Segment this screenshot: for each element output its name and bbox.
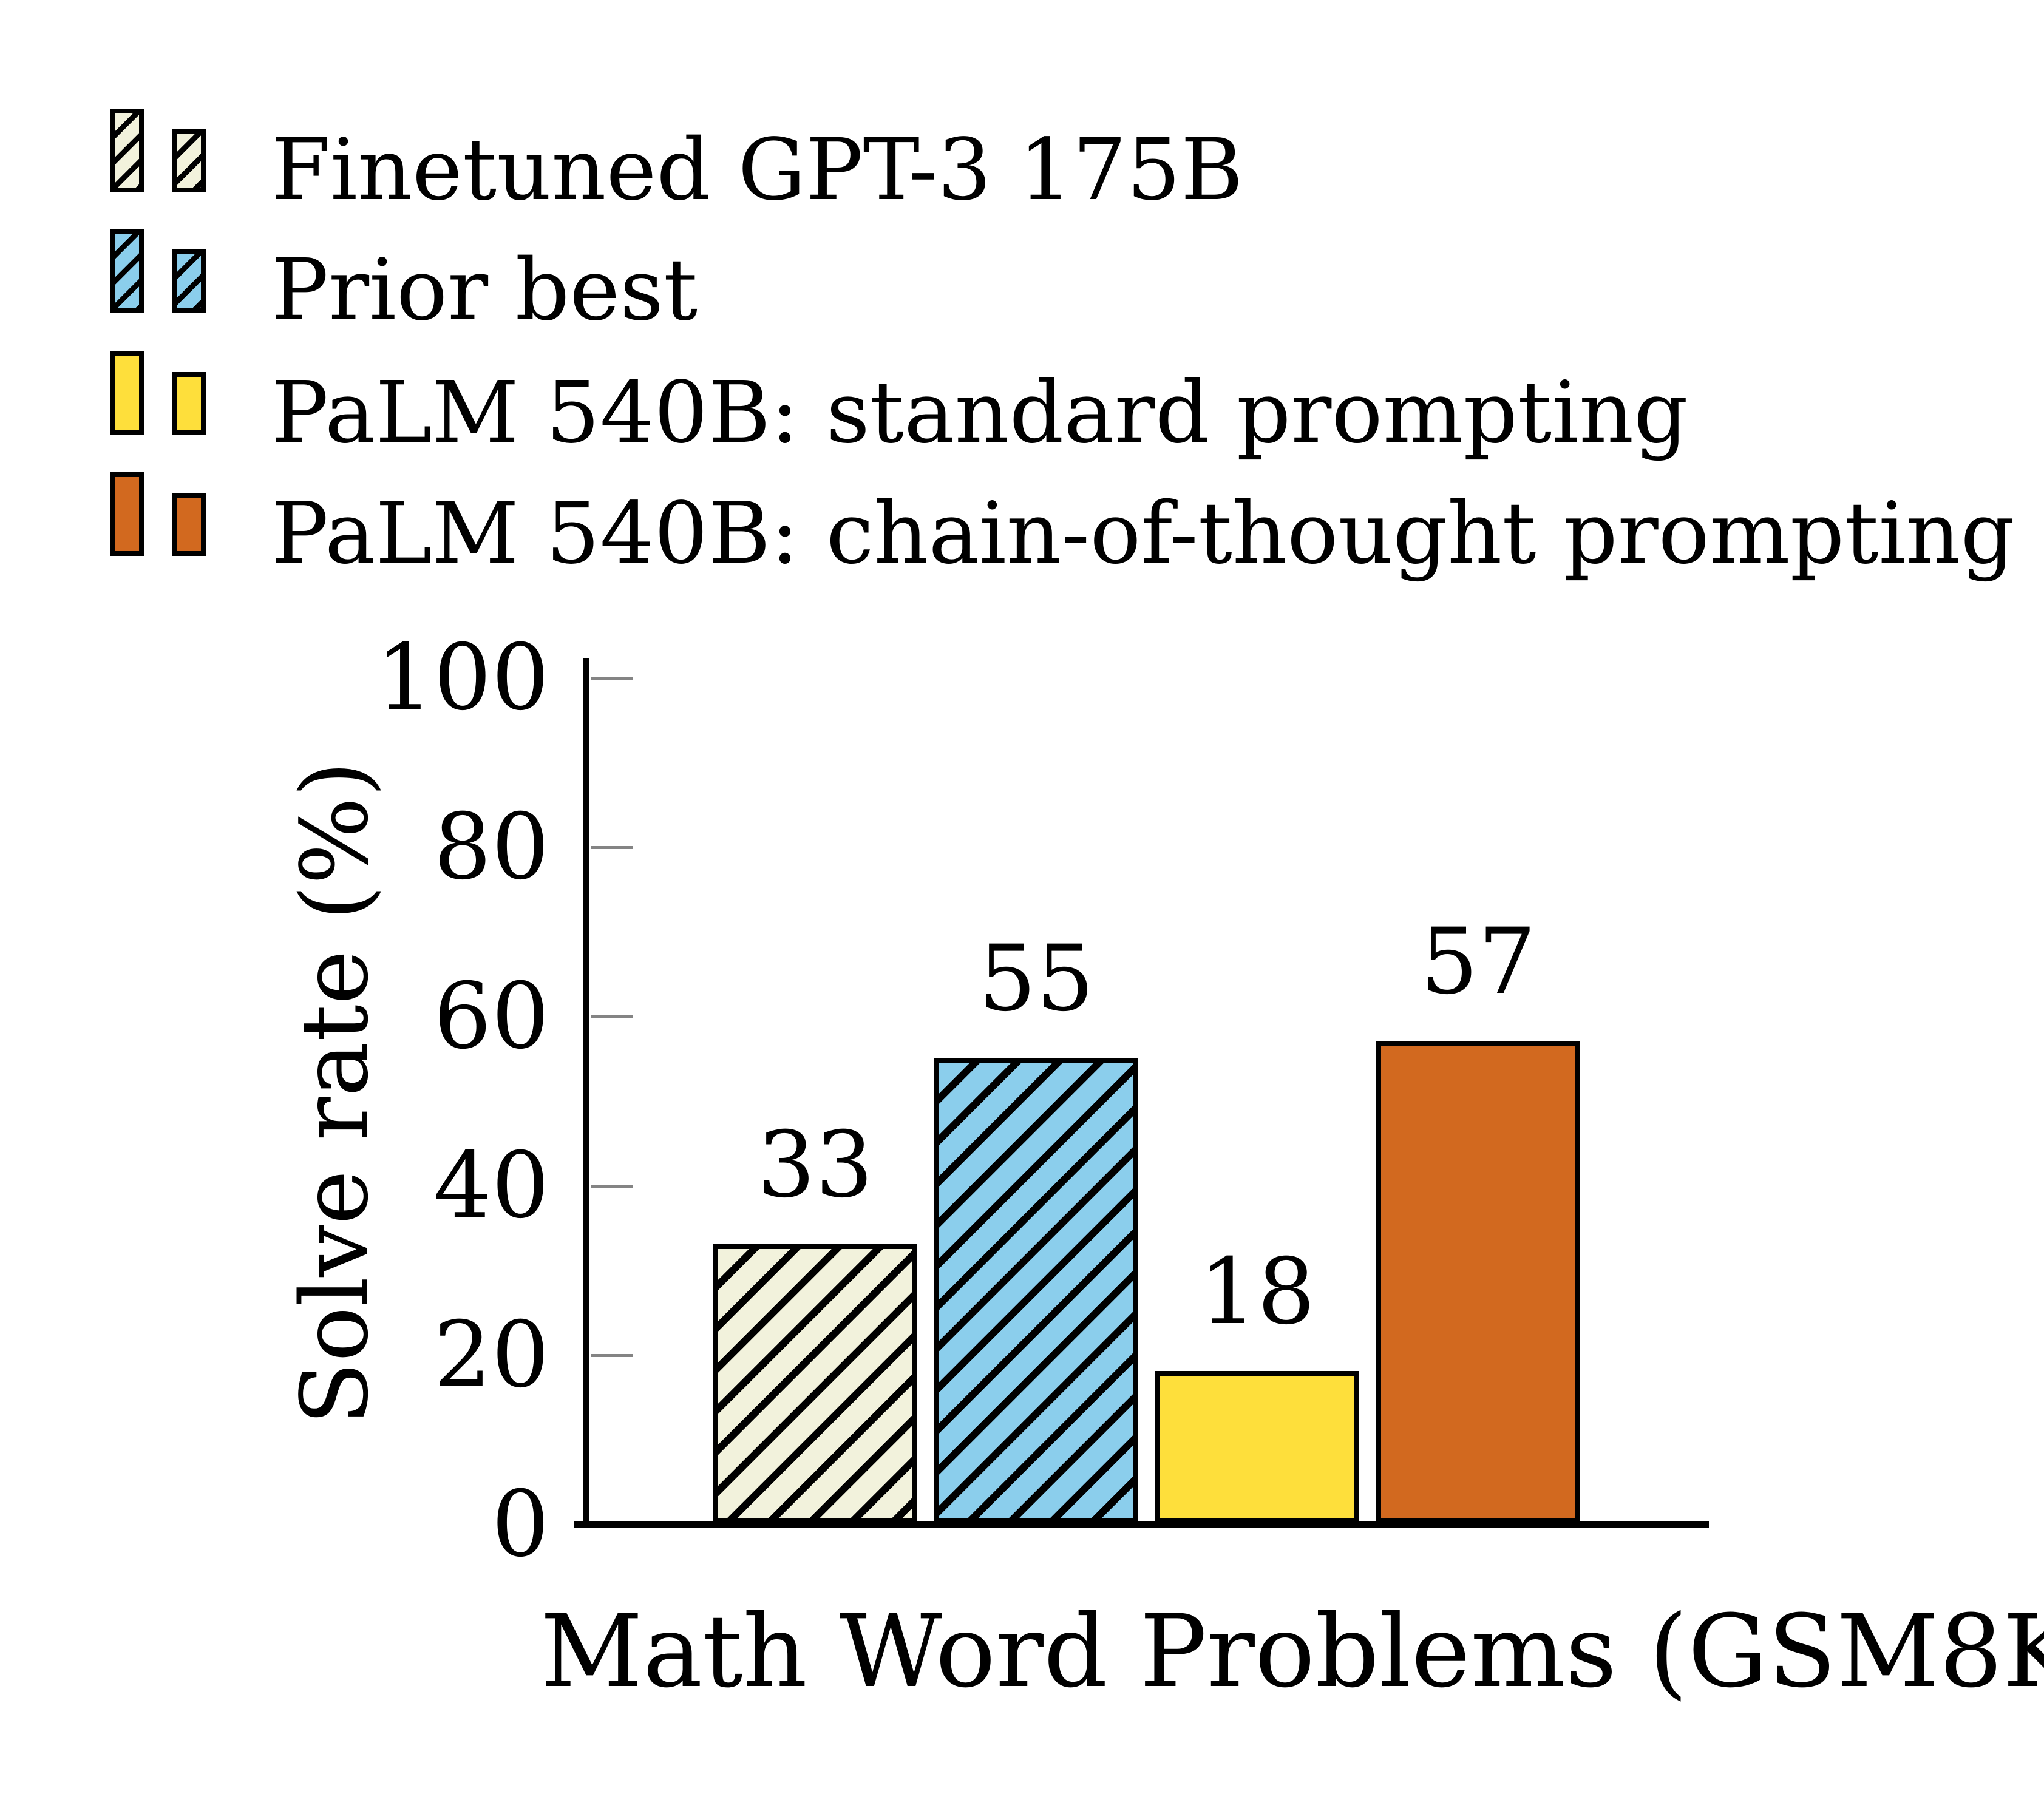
y-tick-label: 60 <box>433 964 549 1069</box>
x-axis-title: Math Word Problems (GSM8K) <box>540 1593 2044 1710</box>
y-tick-label: 100 <box>375 625 549 731</box>
legend-swatch-icon <box>172 493 206 556</box>
legend-swatch-icon <box>172 372 206 435</box>
legend-swatch-icon <box>110 472 144 556</box>
legend-item-label: PaLM 540B: chain-of-thought prompting <box>271 484 2015 583</box>
y-axis-spine <box>583 658 589 1527</box>
y-tick-mark <box>591 1354 633 1357</box>
bar-finetuned-gpt-3-175b <box>713 1244 917 1523</box>
bar-value-label: 57 <box>1420 909 1536 1015</box>
legend-swatch-icon <box>110 229 144 313</box>
legend-item-finetuned-gpt-3-175b: Finetuned GPT-3 175B <box>110 109 1931 213</box>
y-tick-label: 40 <box>433 1133 549 1239</box>
y-tick-label: 20 <box>433 1302 549 1408</box>
legend-swatch-icon <box>110 109 144 192</box>
legend-item-label: Prior best <box>271 241 698 340</box>
y-tick-mark <box>591 1185 633 1188</box>
bar-palm-540b-standard-prompting <box>1155 1371 1359 1523</box>
bar-palm-540b-chain-of-thought-prompting <box>1376 1041 1580 1523</box>
y-tick-label: 0 <box>491 1472 549 1577</box>
x-axis-spine <box>574 1521 1709 1528</box>
y-tick-mark <box>591 677 633 680</box>
bar-value-label: 33 <box>757 1112 874 1218</box>
legend-item-label: Finetuned GPT-3 175B <box>271 121 1243 220</box>
y-tick-label: 80 <box>433 794 549 900</box>
legend-item-prior-best: Prior best <box>110 229 1931 333</box>
y-tick-mark <box>591 846 633 849</box>
legend-swatch-icon <box>172 249 206 313</box>
legend-item-label: PaLM 540B: standard prompting <box>271 364 1688 462</box>
bar-value-label: 55 <box>978 926 1095 1032</box>
legend-item-palm-540b-standard-prompting: PaLM 540B: standard prompting <box>110 351 1931 456</box>
legend-swatch-icon <box>110 351 144 435</box>
y-tick-mark <box>591 1015 633 1018</box>
bar-value-label: 18 <box>1199 1239 1316 1345</box>
bar-prior-best <box>934 1058 1138 1523</box>
legend-item-palm-540b-chain-of-thought-prompting: PaLM 540B: chain-of-thought prompting <box>110 472 2015 577</box>
legend-swatch-icon <box>172 129 206 192</box>
